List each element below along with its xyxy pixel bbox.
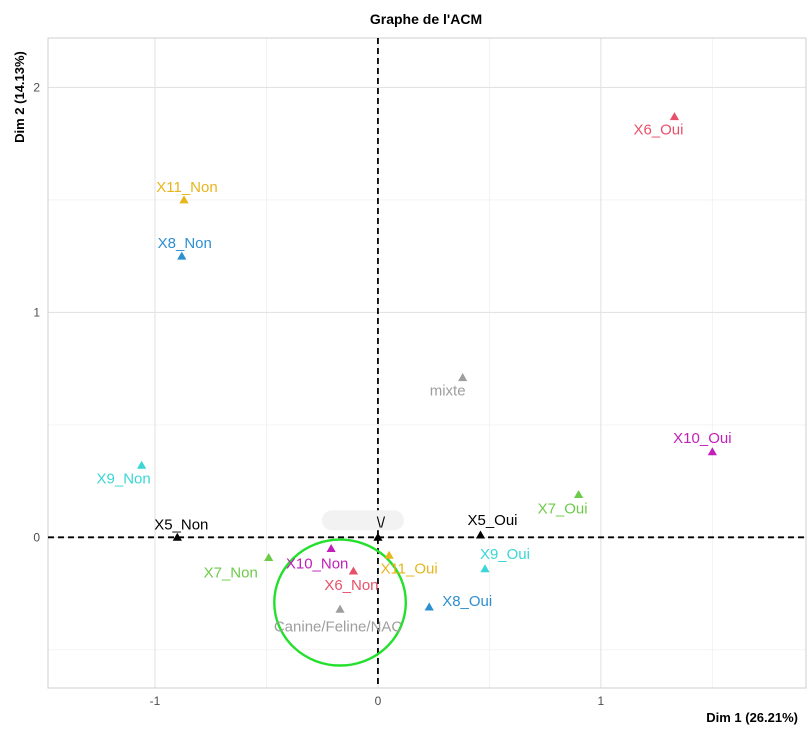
data-point-label: X6_Oui — [633, 122, 683, 139]
data-point-marker — [264, 552, 274, 562]
data-point-marker — [669, 112, 680, 121]
data-point-label: X5_Oui — [467, 512, 517, 529]
data-point-label: X10_Oui — [673, 430, 731, 447]
x-axis-title: Dim 1 (26.21%) — [706, 710, 798, 725]
data-point-marker — [384, 550, 394, 559]
tick-labels-group: -1 0 1 0 1 2 — [33, 80, 604, 708]
data-point-marker — [179, 195, 189, 204]
data-point-marker — [707, 447, 717, 456]
data-point-marker — [475, 530, 486, 539]
y-tick-label: 1 — [33, 305, 40, 319]
grid-major-group — [47, 37, 807, 689]
data-point-label: X11_Oui — [380, 560, 437, 577]
partial-label: \/ — [377, 514, 386, 531]
data-point-marker — [326, 543, 336, 553]
data-point-marker — [373, 532, 383, 541]
plot-frame — [47, 37, 807, 689]
data-point-marker — [458, 373, 468, 382]
data-point-label: X8_Oui — [442, 593, 492, 610]
data-point-label: X6_Non — [324, 577, 378, 594]
data-point-marker — [335, 604, 345, 613]
data-point-label: X7_Oui — [538, 501, 588, 518]
data-point-marker — [348, 566, 359, 575]
y-tick-label: 0 — [33, 530, 40, 544]
grid-minor-group — [48, 38, 806, 688]
data-point-label: X9_Non — [97, 470, 151, 487]
x-tick-label: -1 — [150, 694, 161, 708]
data-point-marker — [574, 489, 584, 499]
data-point-marker — [172, 532, 182, 541]
highlight-group: \/ — [273, 510, 408, 667]
data-point-label: mixte — [430, 383, 466, 400]
data-point-marker — [177, 251, 187, 260]
data-point-label: X8_Non — [158, 235, 212, 252]
y-axis-title: Dim 2 (14.13%) — [12, 51, 27, 143]
data-point-label: X5_Non — [154, 516, 208, 533]
data-point-label: Canine/Feline/NAC — [274, 618, 403, 635]
chart-title: Graphe de l'ACM — [370, 11, 482, 27]
data-point-label: X9_Oui — [480, 546, 530, 563]
redacted-label-patch — [321, 510, 404, 531]
x-tick-label: 0 — [375, 694, 382, 708]
data-point-label: X10_Non — [286, 556, 349, 573]
highlight-circle — [273, 538, 408, 667]
x-tick-label: 1 — [598, 694, 605, 708]
data-point-label: X11_Non — [156, 179, 217, 196]
data-point-marker — [480, 564, 490, 573]
y-tick-label: 2 — [33, 80, 40, 94]
data-point-marker — [424, 602, 434, 611]
data-point-label: X7_Non — [204, 565, 258, 582]
reference-lines — [48, 38, 806, 688]
data-point-marker — [137, 460, 147, 469]
